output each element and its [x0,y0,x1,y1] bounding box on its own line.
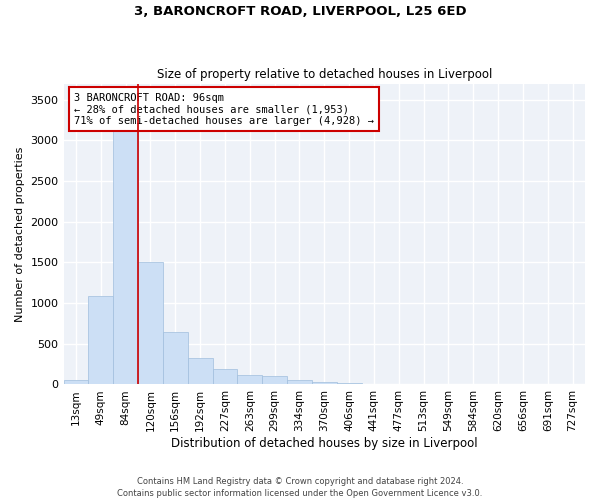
X-axis label: Distribution of detached houses by size in Liverpool: Distribution of detached houses by size … [171,437,478,450]
Bar [287,380,312,384]
Bar [262,376,287,384]
Text: 3, BARONCROFT ROAD, LIVERPOOL, L25 6ED: 3, BARONCROFT ROAD, LIVERPOOL, L25 6ED [134,5,466,18]
Bar [64,380,88,384]
Bar [163,332,188,384]
Text: Contains HM Land Registry data © Crown copyright and database right 2024.
Contai: Contains HM Land Registry data © Crown c… [118,476,482,498]
Bar [88,296,113,384]
Bar [337,383,362,384]
Bar [188,358,212,384]
Y-axis label: Number of detached properties: Number of detached properties [15,146,25,322]
Text: 3 BARONCROFT ROAD: 96sqm
← 28% of detached houses are smaller (1,953)
71% of sem: 3 BARONCROFT ROAD: 96sqm ← 28% of detach… [74,92,374,126]
Bar [113,104,138,384]
Bar [312,382,337,384]
Bar [238,374,262,384]
Bar [212,368,238,384]
Bar [138,262,163,384]
Title: Size of property relative to detached houses in Liverpool: Size of property relative to detached ho… [157,68,492,81]
